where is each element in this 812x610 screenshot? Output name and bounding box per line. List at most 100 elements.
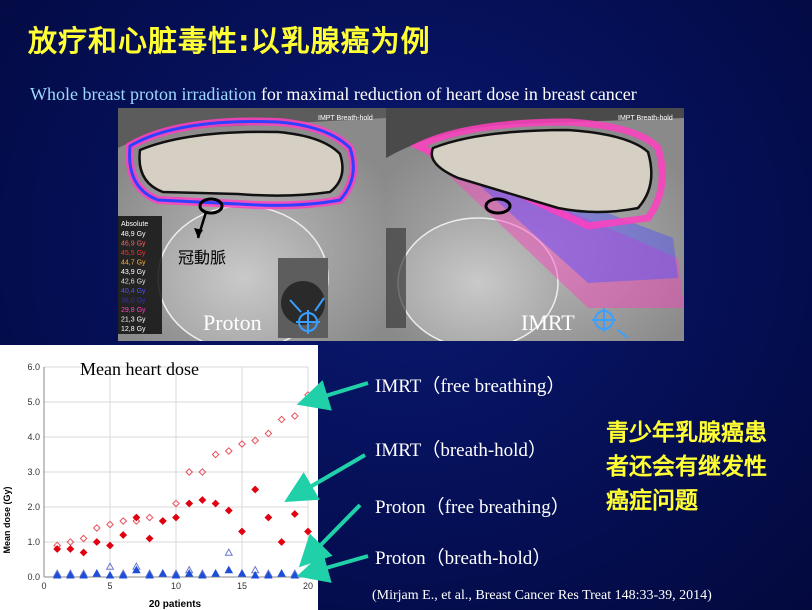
data-point [250,570,260,579]
data-point [277,415,286,424]
data-point [224,447,233,455]
y-tick-label: 3.0 [27,467,40,477]
data-point [251,436,260,445]
x-tick-label: 15 [237,581,247,591]
label-imrt-breath-hold: IMRT（breath-hold） [375,440,547,461]
arrow-proton-hold [296,552,369,583]
data-point [185,499,194,508]
right-panel-tag: IMPT Breath-hold [618,115,673,122]
arrow-imrt-free [296,380,369,411]
x-tick-label: 5 [107,581,112,591]
side-note-line: 者还会有继发性 [606,454,767,480]
side-note-line: 青少年乳腺癌患 [606,420,767,446]
proton-label: Proton [203,310,262,335]
data-point [79,548,88,557]
data-point [277,569,286,577]
data-point [158,517,167,525]
data-point [132,517,141,525]
data-point [264,429,273,438]
data-point [290,412,299,420]
slide-subtitle: Whole breast proton irradiation for maxi… [30,84,637,105]
data-point [290,510,299,518]
data-point [211,450,220,459]
data-point [132,565,141,574]
crosshair-icon [289,297,325,334]
data-point [211,569,220,577]
data-point [224,565,234,574]
dose-legend-value: 40,4 Gy [121,288,146,295]
dose-legend-value: 46,9 Gy [121,241,146,248]
mean-heart-dose-chart: 0.0 1.0 2.0 3.0 4.0 5.0 6.0 0 5 10 15 20 Mean heart… [0,345,318,610]
data-point [237,569,247,577]
data-point [224,506,233,515]
data-point [264,513,273,522]
data-point [277,538,286,546]
data-point [79,534,88,543]
data-point [185,468,194,476]
y-tick-label: 1.0 [27,537,40,547]
x-tick-label: 10 [171,581,181,591]
data-point [119,517,128,525]
data-point [52,570,62,579]
data-point [198,570,207,579]
data-point [92,569,102,577]
data-point [79,570,88,579]
y-tick-label: 6.0 [27,362,40,372]
proton-ct-panel: 冠動脈 IMPT Breath-hold Absolute 48,9 Gy 46,… [118,108,386,341]
data-point [198,496,207,504]
y-tick-label: 5.0 [27,397,40,407]
subtitle-highlight: Whole breast proton irradiation [30,84,257,104]
y-tick-label: 4.0 [27,432,40,442]
data-point [145,534,154,543]
label-proton-free-breathing: Proton（free breathing） [375,497,570,518]
data-point [211,499,220,508]
dose-legend-value: 43,9 Gy [121,269,146,276]
chart-y-label: Mean dose (Gy) [2,486,12,553]
y-tick-label: 0.0 [27,572,40,582]
arrow-imrt-hold [284,453,367,503]
data-point [198,468,207,476]
data-point [264,570,273,579]
imrt-label: IMRT [521,310,575,335]
chart-title: Mean heart dose [80,359,199,379]
dose-legend: 48,9 Gy 46,9 Gy 45,5 Gy 44,7 Gy 43,9 Gy 42,6 … [121,231,146,333]
arrow-proton-free [298,503,362,568]
data-point [251,485,260,494]
slide-title: 放疗和心脏毒性:以乳腺癌为例 [28,24,431,58]
citation: (Mirjam E., et al., Breast Cancer Res Tr… [372,588,712,603]
subtitle-rest: for maximal reduction of heart dose in b… [256,84,637,104]
data-point [66,545,75,553]
chart-points [52,391,313,579]
dose-legend-value: 45,5 Gy [121,250,146,257]
ct-comparison-images: 冠動脈 IMPT Breath-hold Absolute 48,9 Gy 46,… [118,108,684,341]
coronary-artery-label: 冠動脈 [178,248,226,267]
data-point [145,570,154,579]
x-tick-label: 20 [303,581,313,591]
dose-legend-value: 42,6 Gy [121,279,146,286]
x-tick-label: 0 [41,581,46,591]
data-point [105,562,115,570]
data-point [172,499,180,508]
left-panel-tag: IMPT Breath-hold [318,115,373,122]
data-point [92,538,101,546]
side-note: 青少年乳腺癌患 者还会有继发性 癌症问题 [606,416,806,518]
data-point [171,570,181,579]
dose-legend-value: 48,9 Gy [121,231,146,238]
data-point [105,570,115,579]
imrt-ct-panel: IMPT Breath-hold IMRT [386,108,684,341]
crosshair-icon [592,308,629,339]
data-point [66,570,75,579]
data-point [145,513,154,522]
label-imrt-free-breathing: IMRT（free breathing） [375,376,566,397]
data-point [238,440,246,448]
data-point [172,513,180,522]
data-point [119,531,128,539]
data-point [132,513,141,522]
y-tick-label: 2.0 [27,502,40,512]
data-point [92,524,101,532]
side-note-line: 癌症问题 [606,488,698,514]
data-point [184,569,194,577]
chart-x-label: 20 patients [149,599,202,610]
dose-legend-header: Absolute [121,221,148,228]
